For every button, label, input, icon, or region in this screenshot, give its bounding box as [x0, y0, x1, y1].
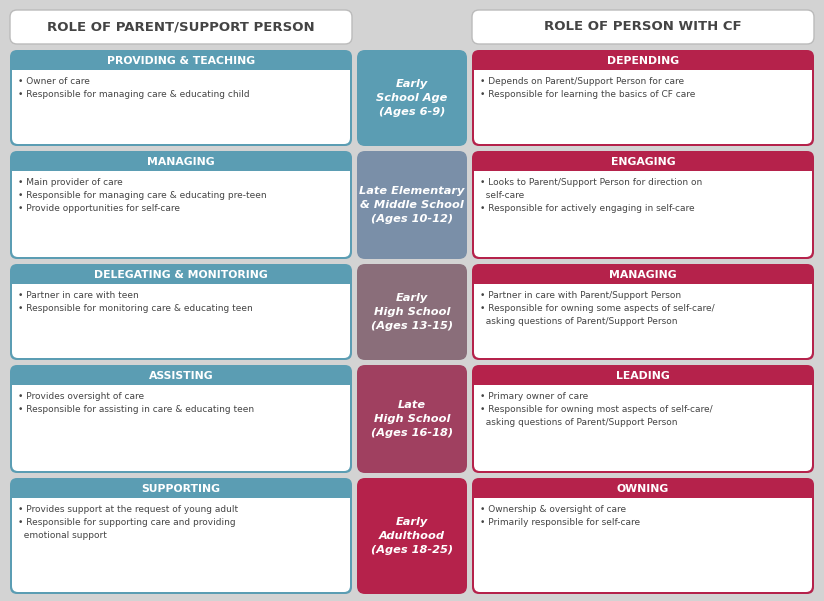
Text: ROLE OF PARENT/SUPPORT PERSON: ROLE OF PARENT/SUPPORT PERSON [47, 20, 315, 34]
Text: • Owner of care
• Responsible for managing care & educating child: • Owner of care • Responsible for managi… [18, 77, 250, 99]
Bar [12, 284, 350, 293]
FancyBboxPatch shape [474, 72, 812, 144]
Text: Early
High School
(Ages 13-15): Early High School (Ages 13-15) [371, 293, 453, 331]
FancyBboxPatch shape [474, 387, 812, 471]
FancyBboxPatch shape [474, 500, 812, 592]
Text: ROLE OF PERSON WITH CF: ROLE OF PERSON WITH CF [544, 20, 742, 34]
FancyBboxPatch shape [472, 264, 814, 360]
FancyBboxPatch shape [472, 365, 814, 473]
Text: LEADING: LEADING [616, 371, 670, 381]
Text: • Partner in care with teen
• Responsible for monitoring care & educating teen: • Partner in care with teen • Responsibl… [18, 291, 253, 313]
Text: SUPPORTING: SUPPORTING [142, 484, 221, 494]
Bar [12, 385, 350, 394]
FancyBboxPatch shape [357, 264, 467, 360]
FancyBboxPatch shape [472, 50, 814, 146]
Text: Late
High School
(Ages 16-18): Late High School (Ages 16-18) [371, 400, 453, 438]
Bar [12, 171, 350, 180]
Bar [474, 284, 812, 293]
FancyBboxPatch shape [10, 10, 352, 44]
Text: MANAGING: MANAGING [147, 157, 215, 167]
Text: DEPENDING: DEPENDING [607, 56, 679, 66]
Text: MANAGING: MANAGING [609, 270, 677, 280]
FancyBboxPatch shape [357, 50, 467, 146]
FancyBboxPatch shape [12, 173, 350, 257]
Bar [474, 70, 812, 79]
Text: • Primary owner of care
• Responsible for owning most aspects of self-care/
  as: • Primary owner of care • Responsible fo… [480, 392, 713, 427]
Text: OWNING: OWNING [617, 484, 669, 494]
FancyBboxPatch shape [474, 286, 812, 358]
Text: • Partner in care with Parent/Support Person
• Responsible for owning some aspec: • Partner in care with Parent/Support Pe… [480, 291, 714, 326]
Text: • Looks to Parent/Support Person for direction on
  self-care
• Responsible for : • Looks to Parent/Support Person for dir… [480, 178, 702, 213]
Bar [474, 171, 812, 180]
FancyBboxPatch shape [10, 478, 352, 594]
Text: Early
Adulthood
(Ages 18-25): Early Adulthood (Ages 18-25) [371, 517, 453, 555]
Bar [474, 385, 812, 394]
Text: Early
School Age
(Ages 6-9): Early School Age (Ages 6-9) [377, 79, 447, 117]
FancyBboxPatch shape [10, 151, 352, 259]
Text: • Ownership & oversight of care
• Primarily responsible for self-care: • Ownership & oversight of care • Primar… [480, 505, 640, 527]
FancyBboxPatch shape [12, 500, 350, 592]
Text: • Provides support at the request of young adult
• Responsible for supporting ca: • Provides support at the request of you… [18, 505, 238, 540]
Text: DELEGATING & MONITORING: DELEGATING & MONITORING [94, 270, 268, 280]
FancyBboxPatch shape [357, 478, 467, 594]
FancyBboxPatch shape [10, 365, 352, 473]
Text: ASSISTING: ASSISTING [148, 371, 213, 381]
Text: Late Elementary
& Middle School
(Ages 10-12): Late Elementary & Middle School (Ages 10… [359, 186, 465, 224]
FancyBboxPatch shape [10, 264, 352, 360]
FancyBboxPatch shape [12, 72, 350, 144]
FancyBboxPatch shape [472, 478, 814, 594]
FancyBboxPatch shape [12, 286, 350, 358]
Bar [474, 498, 812, 507]
Text: PROVIDING & TEACHING: PROVIDING & TEACHING [107, 56, 255, 66]
Text: • Main provider of care
• Responsible for managing care & educating pre-teen
• P: • Main provider of care • Responsible fo… [18, 178, 267, 213]
Text: ENGAGING: ENGAGING [611, 157, 676, 167]
FancyBboxPatch shape [10, 50, 352, 146]
FancyBboxPatch shape [357, 151, 467, 259]
Text: • Provides oversight of care
• Responsible for assisting in care & educating tee: • Provides oversight of care • Responsib… [18, 392, 254, 414]
Text: • Depends on Parent/Support Person for care
• Responsible for learning the basic: • Depends on Parent/Support Person for c… [480, 77, 695, 99]
FancyBboxPatch shape [12, 387, 350, 471]
FancyBboxPatch shape [472, 151, 814, 259]
Bar [12, 70, 350, 79]
FancyBboxPatch shape [472, 10, 814, 44]
FancyBboxPatch shape [474, 173, 812, 257]
Bar [12, 498, 350, 507]
FancyBboxPatch shape [357, 365, 467, 473]
